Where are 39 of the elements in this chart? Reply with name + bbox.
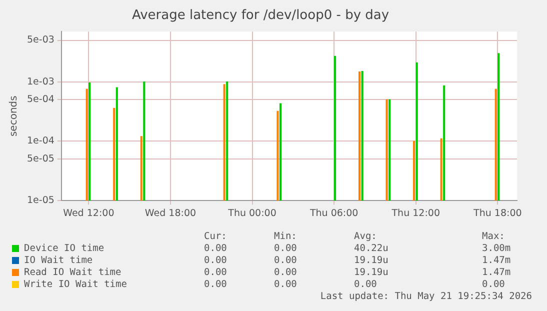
text: Max: <box>482 231 505 242</box>
legend-label: Device IO time <box>24 243 104 254</box>
text: 0.00 <box>204 243 227 254</box>
text: 0.00 <box>274 243 297 254</box>
text: 1.47m <box>482 255 511 266</box>
text: Cur: <box>204 231 227 242</box>
y-tick-label: 5e-03 <box>27 34 54 46</box>
text: Last update: Thu May 21 19:25:34 2026 <box>320 291 532 302</box>
text: 19.19u <box>354 255 388 266</box>
x-tick-label: Thu 18:00 <box>472 208 522 219</box>
x-tick-label: Thu 06:00 <box>308 208 358 219</box>
x-tick-label: Wed 12:00 <box>63 208 114 219</box>
text: 0.00 <box>204 267 227 278</box>
text: 0.00 <box>354 279 377 290</box>
text: 1.47m <box>482 267 511 278</box>
y-tick-label: 1e-05 <box>27 195 54 206</box>
text: 0.00 <box>274 255 297 266</box>
y-tick-label: 1e-03 <box>27 76 54 88</box>
y-tick-label: 5e-04 <box>27 94 54 106</box>
y-axis-title: seconds <box>8 96 20 137</box>
legend-label: IO Wait time <box>24 255 93 266</box>
text: 0.00 <box>274 279 297 290</box>
x-tick-label: Wed 18:00 <box>144 208 196 219</box>
chart-title: Average latency for /dev/loop0 - by day <box>132 8 390 24</box>
text: 19.19u <box>354 267 388 278</box>
y-tick-label: 1e-04 <box>27 136 54 147</box>
text: 40.22u <box>354 243 388 254</box>
text: Avg: <box>354 231 377 242</box>
text: 0.00 <box>204 279 227 290</box>
text: 3.00m <box>482 243 511 254</box>
x-tick-label: Thu 00:00 <box>227 208 276 219</box>
legend-label: Read IO Wait time <box>24 267 122 278</box>
x-tick-label: Thu 12:00 <box>390 208 440 219</box>
text: 0.00 <box>482 279 505 290</box>
text: Min: <box>274 231 297 242</box>
y-tick-label: 5e-05 <box>27 154 54 165</box>
legend-label: Write IO Wait time <box>24 279 127 290</box>
text: 0.00 <box>204 255 227 266</box>
text: 0.00 <box>274 267 297 278</box>
